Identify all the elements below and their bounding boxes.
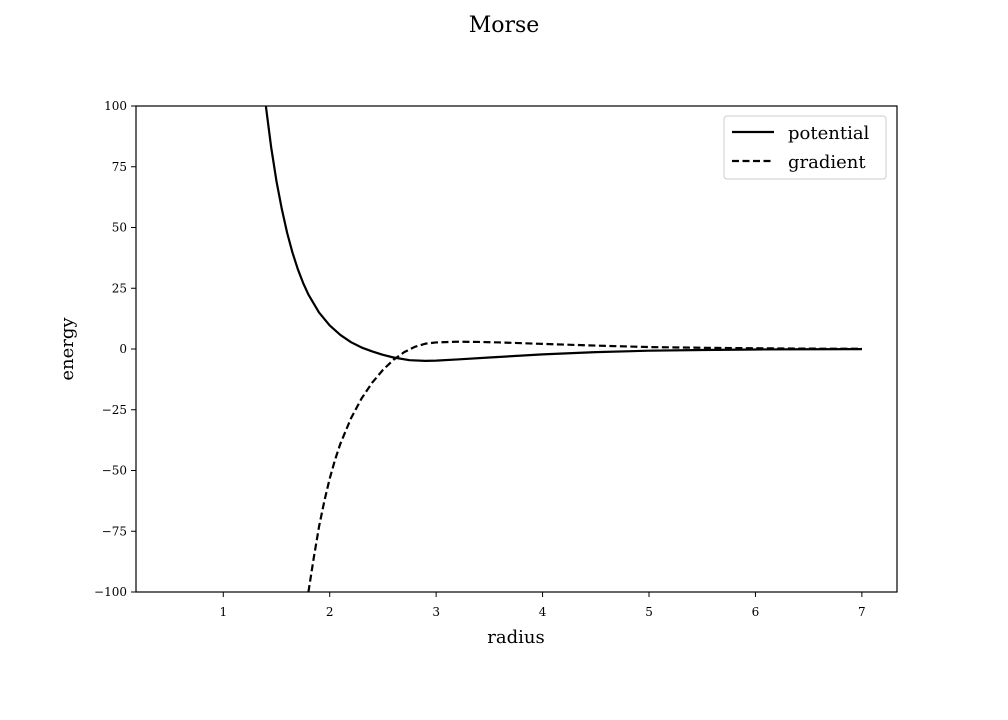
legend: potential gradient	[723, 115, 887, 180]
series-line-gradient	[307, 340, 862, 592]
y-tick-label: 100	[104, 99, 127, 113]
series-layer	[264, 106, 862, 592]
x-tick-label: 7	[858, 605, 866, 619]
y-tick-label: −25	[102, 403, 127, 417]
x-tick-label: 4	[539, 605, 547, 619]
legend-label-gradient: gradient	[788, 152, 866, 173]
y-tick-label: 25	[112, 281, 127, 295]
series-line-potential	[264, 106, 862, 363]
x-axis-ticks: 1 2 3 4 5 6 7	[219, 592, 866, 619]
chart-title: Morse	[469, 13, 540, 38]
y-tick-label: −50	[102, 464, 127, 478]
x-tick-label: 1	[219, 605, 227, 619]
x-tick-label: 5	[645, 605, 653, 619]
y-axis-ticks: −100 −75 −50 −25 0 25 50 75 100	[94, 99, 136, 599]
x-tick-label: 6	[752, 605, 760, 619]
y-tick-label: 50	[112, 221, 127, 235]
y-tick-label: −75	[102, 524, 127, 538]
y-tick-label: −100	[94, 585, 127, 599]
x-tick-label: 3	[432, 605, 440, 619]
y-tick-label: 0	[119, 342, 127, 356]
y-tick-label: 75	[112, 160, 127, 174]
x-tick-label: 2	[326, 605, 334, 619]
legend-label-potential: potential	[788, 123, 870, 144]
y-axis-label: energy	[57, 317, 78, 381]
x-axis-label: radius	[487, 627, 544, 648]
